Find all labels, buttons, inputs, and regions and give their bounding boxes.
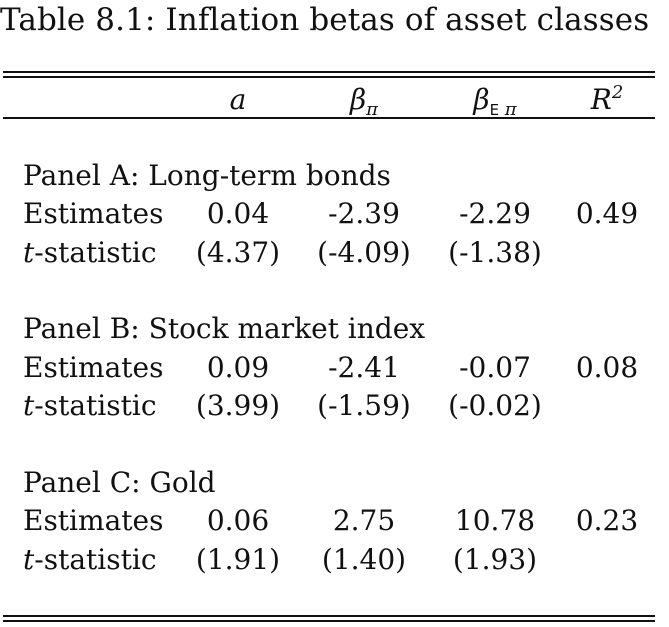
tstat-beta-epi: (-1.38): [448, 236, 542, 269]
tstat-label: t-statistic: [23, 389, 157, 422]
header-rule: [3, 117, 655, 119]
estimate-a: 0.09: [206, 351, 270, 384]
tstat-a: (3.99): [195, 389, 281, 422]
tstat-beta-pi: (1.40): [321, 543, 407, 576]
estimate-a: 0.04: [206, 197, 270, 230]
tstat-a: (4.37): [195, 236, 281, 269]
tstat-a: (1.91): [195, 543, 281, 576]
estimate-beta-epi: -0.07: [459, 351, 531, 384]
top-rule-1: [3, 71, 655, 73]
panel-title: Panel C: Gold: [23, 466, 216, 499]
top-rule-2: [3, 76, 655, 78]
bottom-rule-1: [3, 615, 655, 617]
estimates-label: Estimates: [23, 351, 164, 384]
estimate-r2: 0.49: [575, 197, 639, 230]
estimate-a: 0.06: [206, 504, 270, 537]
estimate-r2: 0.08: [575, 351, 639, 384]
tstat-beta-epi: (-0.02): [448, 389, 542, 422]
estimate-beta-epi: -2.29: [459, 197, 531, 230]
estimate-beta-pi: -2.41: [328, 351, 400, 384]
estimate-beta-epi: 10.78: [454, 504, 536, 537]
estimates-label: Estimates: [23, 504, 164, 537]
bottom-rule-2: [3, 620, 655, 622]
panel-title: Panel B: Stock market index: [23, 312, 426, 345]
tstat-beta-pi: (-4.09): [317, 236, 411, 269]
estimate-beta-pi: 2.75: [332, 504, 396, 537]
header-beta-pi: βπ: [349, 83, 379, 120]
panel-title: Panel A: Long-term bonds: [23, 159, 391, 192]
table-caption: Table 8.1: Inflation betas of asset clas…: [0, 2, 650, 38]
estimates-label: Estimates: [23, 197, 164, 230]
tstat-label: t-statistic: [23, 543, 157, 576]
header-beta-epi: βE π: [473, 83, 517, 120]
header-r2: R2: [590, 82, 624, 116]
header-a: a: [229, 83, 247, 116]
tstat-label: t-statistic: [23, 236, 157, 269]
estimate-beta-pi: -2.39: [328, 197, 400, 230]
tstat-beta-epi: (1.93): [452, 543, 538, 576]
tstat-beta-pi: (-1.59): [317, 389, 411, 422]
estimate-r2: 0.23: [575, 504, 639, 537]
